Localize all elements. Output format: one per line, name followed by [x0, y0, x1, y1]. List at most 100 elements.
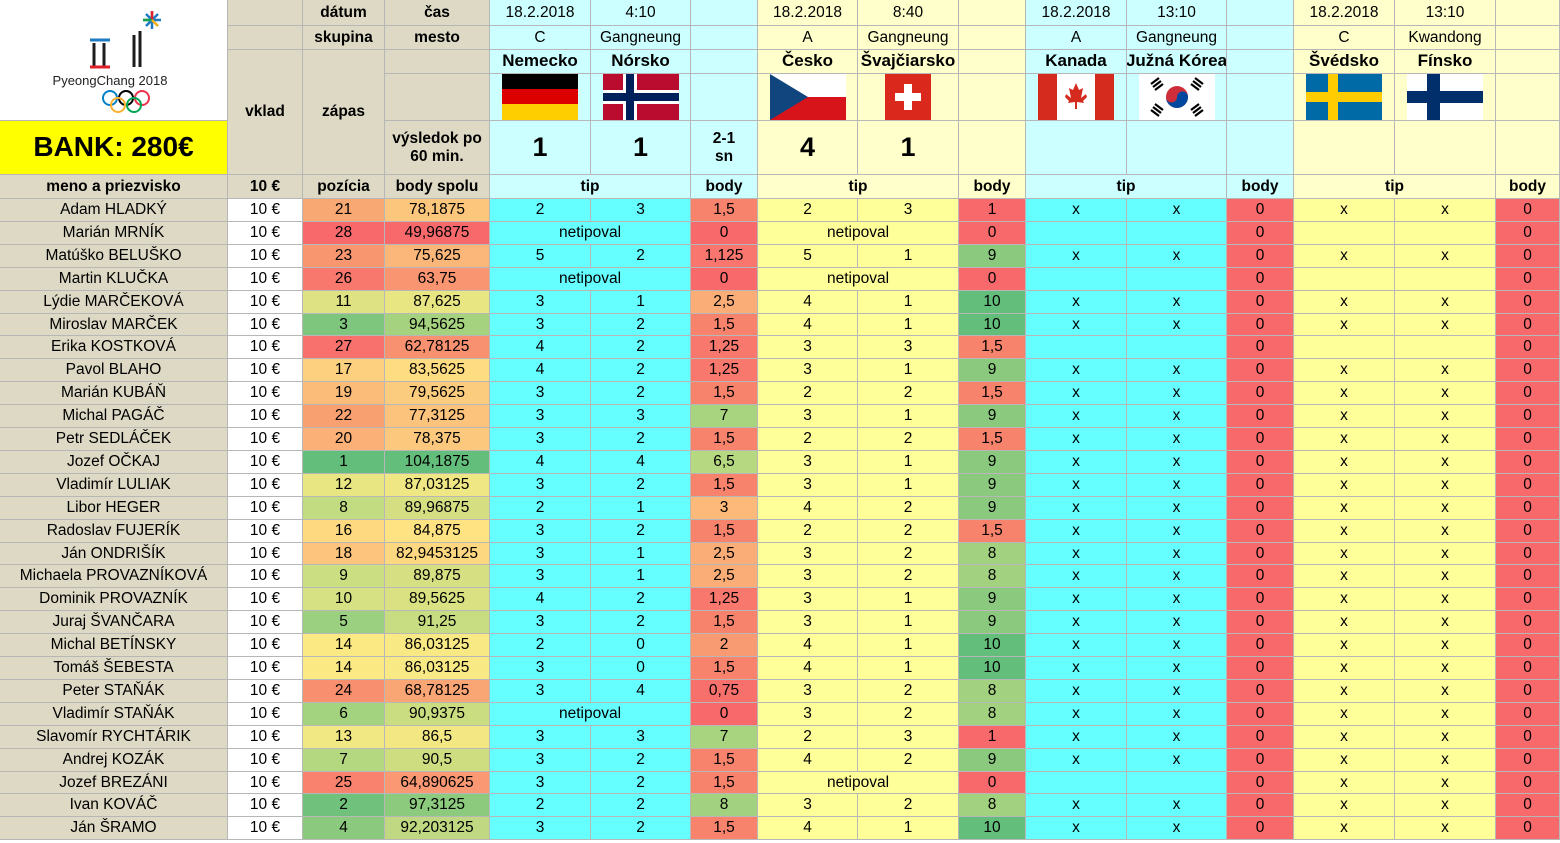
result-extra[interactable] [1227, 121, 1294, 175]
match-points-cell[interactable]: 0 [1227, 336, 1294, 359]
total-points-cell[interactable]: 90,9375 [385, 703, 490, 726]
position-cell[interactable]: 12 [303, 474, 385, 497]
tip-team1-cell[interactable]: x [1026, 565, 1127, 588]
tip-team2-cell[interactable]: 2 [591, 474, 691, 497]
tip-team1-cell[interactable]: x [1026, 543, 1127, 565]
match-points-cell[interactable]: 0 [691, 268, 758, 291]
tip-team1-cell[interactable]: 3 [758, 359, 858, 382]
tip-team2-cell[interactable]: 1 [858, 405, 959, 428]
vklad-cell[interactable]: 10 € [228, 611, 303, 634]
position-cell[interactable]: 7 [303, 749, 385, 772]
match-points-cell[interactable]: 9 [959, 405, 1026, 428]
match-points-cell[interactable]: 1,5 [691, 199, 758, 222]
vklad-cell[interactable]: 10 € [228, 634, 303, 657]
match-points-cell[interactable]: 9 [959, 497, 1026, 520]
tip-team2-cell[interactable]: 1 [858, 817, 959, 840]
tip-team2-cell[interactable]: 2 [858, 520, 959, 543]
tip-team1-cell[interactable]: 3 [758, 336, 858, 359]
vklad-cell[interactable]: 10 € [228, 657, 303, 680]
position-cell[interactable]: 26 [303, 268, 385, 291]
bank-total[interactable]: BANK: 280€ [0, 121, 228, 175]
tip-team2-cell[interactable]: 1 [858, 314, 959, 336]
match-points-cell[interactable]: 0 [1496, 817, 1560, 840]
tip-team2-cell[interactable]: 1 [858, 359, 959, 382]
match-points-cell[interactable]: 1,5 [691, 520, 758, 543]
total-points-cell[interactable]: 63,75 [385, 268, 490, 291]
tip-team1-cell[interactable]: 3 [758, 703, 858, 726]
tip-team1-cell[interactable]: x [1026, 291, 1127, 314]
player-name[interactable]: Marián MRNÍK [0, 222, 228, 245]
total-points-cell[interactable]: 75,625 [385, 245, 490, 268]
tip-team2-cell[interactable]: 2 [858, 749, 959, 772]
total-points-cell[interactable]: 86,5 [385, 726, 490, 749]
player-name[interactable]: Petr SEDLÁČEK [0, 428, 228, 451]
match-points-cell[interactable]: 9 [959, 245, 1026, 268]
tip-team2-cell[interactable]: 3 [591, 726, 691, 749]
total-points-cell[interactable]: 49,96875 [385, 222, 490, 245]
match-points-cell[interactable]: 0 [1496, 382, 1560, 405]
tip-team2-cell[interactable]: 1 [858, 474, 959, 497]
match-points-cell[interactable]: 0 [1227, 565, 1294, 588]
score1[interactable]: 4 [758, 121, 858, 175]
vklad-value-header[interactable]: 10 € [228, 175, 303, 199]
blank-header[interactable] [1496, 26, 1560, 50]
position-cell[interactable]: 14 [303, 657, 385, 680]
tip-team1-cell[interactable] [1026, 772, 1127, 794]
position-cell[interactable]: 9 [303, 565, 385, 588]
match-points-cell[interactable]: 0 [1496, 359, 1560, 382]
match-points-cell[interactable]: 1 [959, 726, 1026, 749]
match-points-cell[interactable]: 0 [1496, 291, 1560, 314]
position-cell[interactable]: 2 [303, 794, 385, 817]
match-points-cell[interactable]: 10 [959, 817, 1026, 840]
vklad-cell[interactable]: 10 € [228, 817, 303, 840]
player-name[interactable]: Peter STAŇÁK [0, 680, 228, 703]
total-points-cell[interactable]: 82,9453125 [385, 543, 490, 565]
match-points-cell[interactable]: 0 [1227, 382, 1294, 405]
tip-team2-cell[interactable]: x [1395, 772, 1496, 794]
tip-team2-cell[interactable]: 3 [858, 199, 959, 222]
tip-team2-cell[interactable]: x [1127, 703, 1227, 726]
blank-header[interactable] [959, 50, 1026, 74]
match-points-cell[interactable]: 0 [1227, 199, 1294, 222]
tip-team2-cell[interactable]: 2 [591, 794, 691, 817]
tip-team1-cell[interactable] [1026, 268, 1127, 291]
result-extra[interactable] [1496, 121, 1560, 175]
tip-team1-cell[interactable]: x [1026, 703, 1127, 726]
match-points-cell[interactable]: 0 [1496, 680, 1560, 703]
tip-team1-cell[interactable]: x [1294, 314, 1395, 336]
match-points-cell[interactable]: 1,5 [691, 382, 758, 405]
tip-team1-cell[interactable]: x [1294, 794, 1395, 817]
tip-team2-cell[interactable]: 1 [858, 634, 959, 657]
tip-team2-cell[interactable]: 3 [858, 726, 959, 749]
match-points-cell[interactable]: 0 [1496, 245, 1560, 268]
score2[interactable] [1127, 121, 1227, 175]
tip-team2-cell[interactable] [1395, 222, 1496, 245]
tip-team1-cell[interactable] [1294, 222, 1395, 245]
tip-team2-cell[interactable]: 1 [858, 291, 959, 314]
tip-team1-cell[interactable]: 4 [490, 359, 591, 382]
total-points-cell[interactable]: 64,890625 [385, 772, 490, 794]
player-name[interactable]: Miroslav MARČEK [0, 314, 228, 336]
tip-team2-cell[interactable]: 3 [591, 199, 691, 222]
match-points-cell[interactable]: 1,5 [691, 657, 758, 680]
tip-team1-cell[interactable]: x [1026, 794, 1127, 817]
match-points-cell[interactable]: 0 [1496, 268, 1560, 291]
player-name[interactable]: Vladimír LULIAK [0, 474, 228, 497]
tip-team2-cell[interactable]: 2 [858, 543, 959, 565]
tip-team1-cell[interactable]: 3 [490, 520, 591, 543]
tip-team2-cell[interactable]: 3 [591, 405, 691, 428]
tip-team1-cell[interactable]: x [1026, 588, 1127, 611]
match-points-cell[interactable]: 8 [959, 680, 1026, 703]
team2-flag-cell[interactable] [858, 74, 959, 121]
tip-team2-cell[interactable]: x [1395, 291, 1496, 314]
tip-team1-cell[interactable]: x [1294, 565, 1395, 588]
tip-header[interactable]: tip [490, 175, 691, 199]
match-points-cell[interactable]: 8 [959, 565, 1026, 588]
tip-team2-cell[interactable]: x [1395, 474, 1496, 497]
player-name[interactable]: Ján ŠRAMO [0, 817, 228, 840]
blank-header[interactable] [1227, 0, 1294, 26]
tip-team1-cell[interactable]: 3 [490, 726, 591, 749]
tip-team2-cell[interactable]: 2 [591, 382, 691, 405]
tip-team1-cell[interactable]: x [1294, 543, 1395, 565]
position-cell[interactable]: 14 [303, 634, 385, 657]
